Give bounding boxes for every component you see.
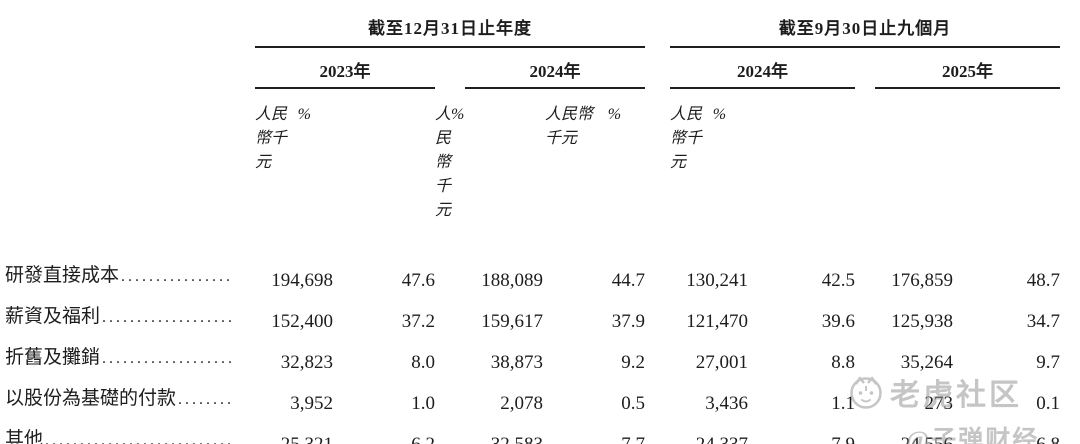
amount-cell: 130,241 xyxy=(686,269,749,291)
amount-cell: 159,617 xyxy=(481,310,543,332)
table-row-salaries-benefits: 薪資及福利 ..................................… xyxy=(5,301,1060,342)
percent-label: % xyxy=(297,106,311,123)
year-2023: 2023年 xyxy=(255,47,435,89)
dot-leader: ........................................… xyxy=(102,309,233,326)
unit-header-g4: 人民幣千元 % xyxy=(670,89,750,172)
amount-cell: 125,938 xyxy=(891,310,954,332)
percent-label: % xyxy=(607,106,622,123)
period-title-nine-months: 截至9月30日止九個月 xyxy=(670,14,1061,48)
amount-cell: 38,873 xyxy=(490,351,543,373)
amount-cell: 32,583 xyxy=(465,424,545,444)
amount-cell: 194,698 xyxy=(271,269,333,291)
unit-header-g1: 人民幣千元 % xyxy=(255,89,335,172)
percent-cell: 6.2 xyxy=(335,424,435,444)
table-row-others: 其他 .....................................… xyxy=(5,424,1061,444)
percent-label: % xyxy=(451,106,465,123)
amount-cell: 188,089 xyxy=(481,269,543,291)
amount-cell: 152,400 xyxy=(271,310,333,332)
percent-cell: 0.1 xyxy=(1036,392,1061,414)
percent-cell: 8.8 xyxy=(831,351,856,373)
amount-cell: 24,337 xyxy=(670,424,751,444)
unit-header-g2: 人民幣千元 % xyxy=(435,89,465,220)
amount-cell: 2,078 xyxy=(500,392,543,414)
amount-cell: 3,436 xyxy=(705,392,749,414)
unit-label: 人民幣千元 xyxy=(435,106,452,219)
dot-leader: ........................................… xyxy=(178,391,233,408)
percent-cell: 47.6 xyxy=(401,269,435,291)
unit-label: 人民幣千元 xyxy=(670,106,703,171)
amount-cell: 24,556 xyxy=(875,424,956,444)
percent-cell: 37.9 xyxy=(611,310,646,332)
percent-cell: 6.8 xyxy=(955,424,1061,444)
percent-cell: 42.5 xyxy=(821,269,856,291)
row-label: 折舊及攤銷 ..................................… xyxy=(5,342,255,383)
percent-cell: 1.1 xyxy=(831,392,856,414)
spacer-row xyxy=(5,220,1060,260)
period-title-annual: 截至12月31日止年度 xyxy=(255,14,646,48)
percent-cell: 0.5 xyxy=(621,392,646,414)
dot-leader: ........................................… xyxy=(45,432,233,444)
dot-leader: ........................................… xyxy=(121,268,233,285)
percent-cell: 48.7 xyxy=(1026,269,1061,291)
percent-cell: 8.0 xyxy=(411,351,435,373)
amount-cell: 3,952 xyxy=(290,392,333,414)
percent-cell: 1.0 xyxy=(411,392,435,414)
percent-cell: 44.7 xyxy=(611,269,646,291)
table-row-share-based-payments: 以股份為基礎的付款 ..............................… xyxy=(5,383,1060,424)
period-header-row: 截至12月31日止年度 截至9月30日止九個月 xyxy=(5,14,1061,48)
row-label: 以股份為基礎的付款 ..............................… xyxy=(5,383,255,424)
unit-header-g3: 人民幣千元 % xyxy=(545,89,645,148)
table-row-depreciation-amortisation: 折舊及攤銷 ..................................… xyxy=(5,342,1060,383)
financial-table: 截至12月31日止年度 截至9月30日止九個月 2023年 2024年 2024… xyxy=(5,14,1061,444)
table-row-rd-direct-costs: 研發直接成本 .................................… xyxy=(5,260,1060,301)
row-label: 研發直接成本 .................................… xyxy=(5,265,233,286)
amount-cell: 27,001 xyxy=(695,351,749,373)
amount-cell: 176,859 xyxy=(891,269,954,291)
amount-cell: 121,470 xyxy=(686,310,749,332)
amount-cell: 25,321 xyxy=(255,424,335,444)
percent-cell: 39.6 xyxy=(821,310,856,332)
year-2025-9m: 2025年 xyxy=(875,47,1061,89)
percent-cell: 34.7 xyxy=(1026,310,1061,332)
year-2024-9m: 2024年 xyxy=(670,47,856,89)
row-label: 其他 .....................................… xyxy=(5,424,255,444)
year-2024-annual: 2024年 xyxy=(465,47,646,89)
unit-label: 人民幣千元 xyxy=(545,106,594,147)
dot-leader: ........................................… xyxy=(102,350,233,367)
percent-cell: 7.7 xyxy=(545,424,646,444)
percent-cell: 9.2 xyxy=(621,351,646,373)
amount-cell: 35,264 xyxy=(900,351,954,373)
amount-cell: 273 xyxy=(924,392,954,414)
amount-cell: 32,823 xyxy=(280,351,333,373)
year-header-row: 2023年 2024年 2024年 2025年 xyxy=(5,47,1061,89)
percent-label: % xyxy=(712,106,727,123)
unit-label: 人民幣千元 xyxy=(255,106,288,171)
percent-cell: 7.9 xyxy=(750,424,856,444)
unit-header-row: 人民幣千元 % 人民幣千元 % 人民幣千元 % 人民幣千元 % xyxy=(5,88,1060,220)
percent-cell: 37.2 xyxy=(401,310,435,332)
percent-cell: 9.7 xyxy=(1036,351,1061,373)
row-label: 薪資及福利 ..................................… xyxy=(5,301,255,342)
